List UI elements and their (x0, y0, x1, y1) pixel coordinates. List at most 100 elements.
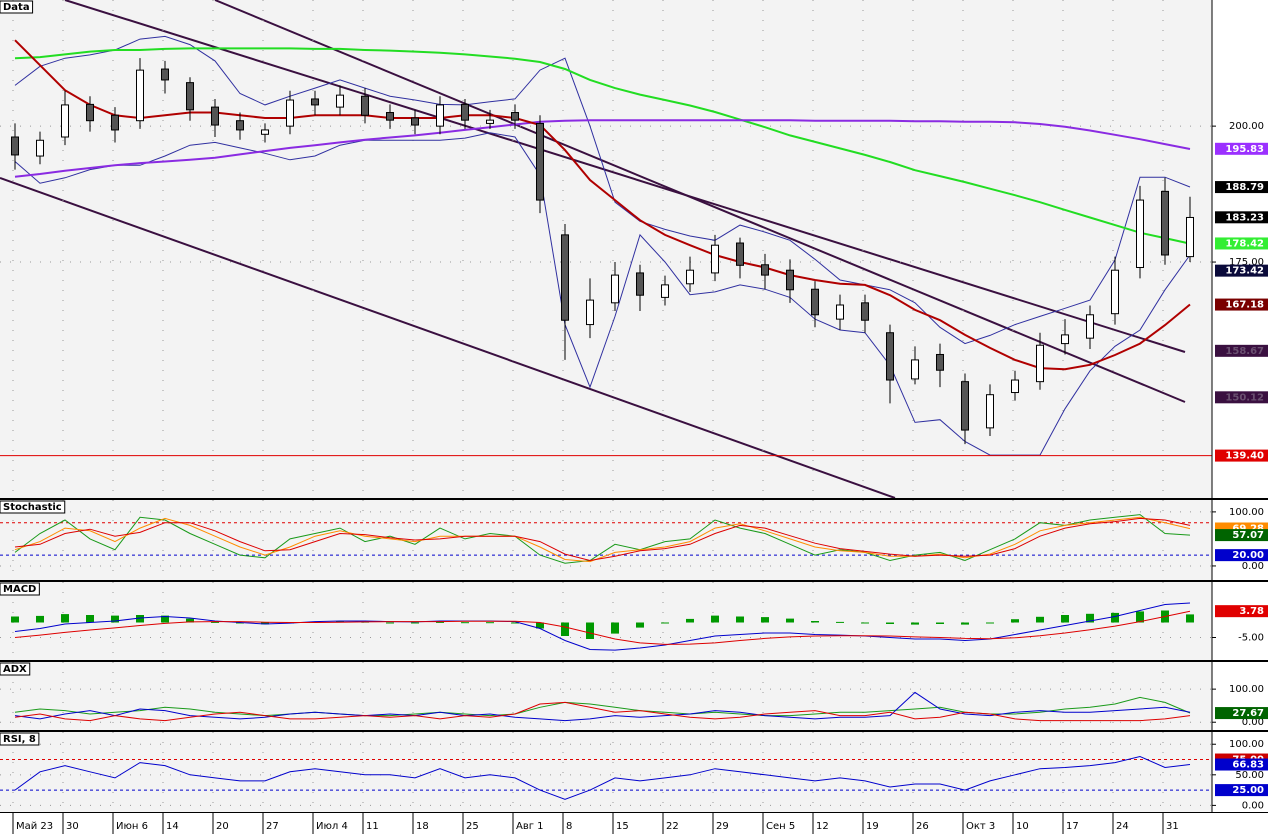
x-tick-label: 29 (716, 821, 729, 832)
candle-body (511, 112, 519, 121)
x-tick-label: 19 (866, 821, 879, 832)
x-tick-label: 10 (1016, 821, 1029, 832)
value-marker (1215, 298, 1268, 311)
trend-channel (0, 0, 1186, 499)
y-tick-label: 100.00 (1229, 739, 1264, 750)
histogram-bar (161, 615, 169, 623)
candle-body (1011, 379, 1019, 394)
candle-body (1186, 216, 1194, 258)
x-tick-label: 11 (366, 821, 379, 832)
value-marker-label: 173.42 (1225, 266, 1264, 277)
histogram-bar (486, 622, 494, 624)
candle-body (1061, 334, 1069, 345)
channel-line (214, 0, 1186, 403)
value-marker (1215, 181, 1268, 194)
candle-body (261, 129, 269, 135)
value-marker (1215, 142, 1268, 155)
value-marker-label: 178.42 (1225, 238, 1264, 249)
candle-body (386, 112, 394, 121)
histogram-bar (386, 622, 394, 624)
histogram-bar (11, 616, 19, 623)
candle-body (436, 104, 444, 127)
histogram-bar (886, 622, 894, 624)
value-marker (1215, 264, 1268, 277)
series-line (14, 517, 1191, 562)
x-tick-label: 20 (216, 821, 229, 832)
histogram-bar (936, 622, 944, 624)
candle-body (411, 117, 419, 126)
histogram-bar (611, 622, 619, 634)
histogram-bar (1086, 613, 1094, 623)
histogram-bar (961, 622, 969, 625)
candle-body (661, 284, 669, 298)
value-marker-label: 20.00 (1232, 550, 1264, 561)
candle-body (1086, 314, 1094, 339)
value-marker-label: 27.67 (1232, 708, 1264, 719)
x-tick-label: Июл 4 (316, 821, 348, 832)
value-marker (1215, 529, 1268, 542)
value-marker-label: 195.83 (1225, 144, 1264, 155)
histogram-bar (461, 622, 469, 624)
series-line (14, 514, 1191, 564)
value-marker-label: 3.78 (1239, 606, 1264, 617)
date-axis (0, 813, 1268, 834)
candle-body (536, 122, 544, 201)
value-marker-label: 150.12 (1225, 392, 1264, 403)
candle-body (486, 119, 494, 124)
series-line (14, 696, 1191, 717)
candle-body (461, 103, 469, 121)
histogram-bar (536, 622, 544, 629)
value-marker (1215, 344, 1268, 357)
candle-body (1136, 199, 1144, 268)
value-marker-label: 167.18 (1225, 300, 1264, 311)
histogram-bar (1011, 619, 1019, 623)
value-marker (1215, 784, 1268, 797)
value-marker-label: 25.00 (1232, 785, 1264, 796)
x-tick-label: 24 (1116, 821, 1129, 832)
x-tick-label: Сен 5 (766, 821, 795, 832)
histogram-bar (661, 622, 669, 624)
x-tick-label: Окт 3 (966, 821, 995, 832)
candle-body (186, 82, 194, 111)
y-tick-label: 0.00 (1242, 717, 1264, 728)
histogram-bar (811, 621, 819, 623)
candle-body (1161, 190, 1169, 256)
histogram-bar (636, 622, 644, 628)
candle-body (561, 234, 569, 321)
panel-title-box (0, 582, 40, 596)
panel-title: ADX (3, 664, 27, 675)
candle-body (1111, 269, 1119, 315)
histogram-bar (1186, 614, 1194, 623)
candle-body (211, 106, 219, 126)
candle-body (686, 269, 694, 285)
y-tick-label: 100.00 (1229, 507, 1264, 518)
panel-title: Stochastic (3, 502, 62, 513)
x-tick-label: 15 (616, 821, 629, 832)
x-tick-label: 30 (66, 821, 79, 832)
candle-body (786, 269, 794, 291)
y-tick-label: 175.00 (1229, 257, 1264, 268)
panel: -5.00 3.78 MACD (0, 582, 1268, 662)
histogram-bar (911, 622, 919, 625)
candle-body (986, 394, 994, 429)
histogram-bar (561, 622, 569, 636)
histogram-bar (1111, 612, 1119, 623)
candle-body (811, 288, 819, 316)
histogram-bar (1061, 615, 1069, 623)
series-line (14, 701, 1191, 722)
candle-body (586, 299, 594, 326)
candle-body (611, 274, 619, 304)
histogram-bar (861, 622, 869, 624)
candle-body (86, 103, 94, 122)
x-tick-label: 12 (816, 821, 829, 832)
x-tick-label: 31 (1166, 821, 1179, 832)
x-tick-label: 8 (566, 821, 572, 832)
histogram-bar (436, 621, 444, 623)
histogram-bar (186, 618, 194, 623)
panel-title-box (0, 500, 66, 514)
candle-body (886, 332, 894, 381)
panel-title-box (0, 662, 31, 676)
channel-line (64, 0, 1186, 353)
